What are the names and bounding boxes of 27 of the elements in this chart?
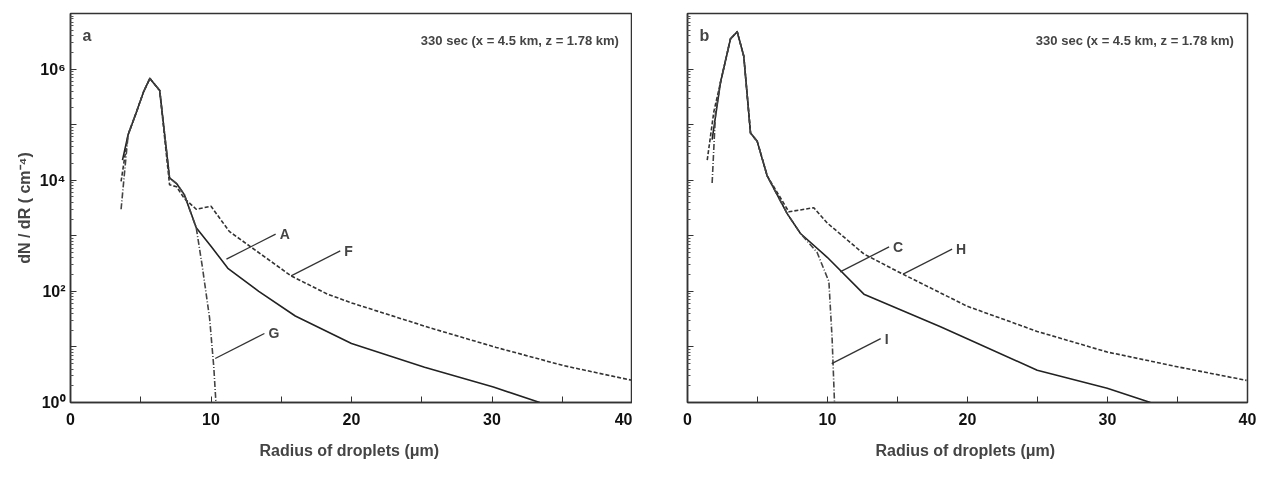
y-tick-label: 10⁴ [39,171,66,189]
x-axis-title: Radius of droplets (μm) [259,441,440,459]
x-tick-label: 20 [342,410,361,428]
annotation: F [344,242,354,259]
x-tick-label: 0 [66,410,76,428]
text: a [82,26,92,44]
y-tick-label: 10⁰ [41,394,66,411]
x-tick-label: 10 [202,410,220,428]
x-tick-label: 30 [1098,410,1117,428]
y-tick-label: 10⁶ [40,60,66,78]
y-tick-label: 10² [42,282,66,300]
annotation: C [893,238,904,255]
y-axis-title: dN / dR ( cm⁻⁴) [15,152,33,264]
x-axis-title: Radius of droplets (μm) [875,441,1056,459]
x-tick-label: 10 [818,410,837,428]
annotation: G [268,325,280,342]
x-tick-label: 30 [483,410,501,428]
x-tick-label: 0 [683,410,693,428]
annotation: I [884,330,889,347]
annotation: H [956,241,967,258]
annotation: A [279,226,290,243]
x-tick-label: 40 [1238,410,1257,428]
annotation: 330 sec (x = 4.5 km, z = 1.78 km) [1035,32,1234,48]
x-tick-label: 40 [614,410,633,428]
x-tick-label: 20 [958,410,977,428]
annotation: 330 sec (x = 4.5 km, z = 1.78 km) [420,32,619,48]
text: b [699,26,710,44]
